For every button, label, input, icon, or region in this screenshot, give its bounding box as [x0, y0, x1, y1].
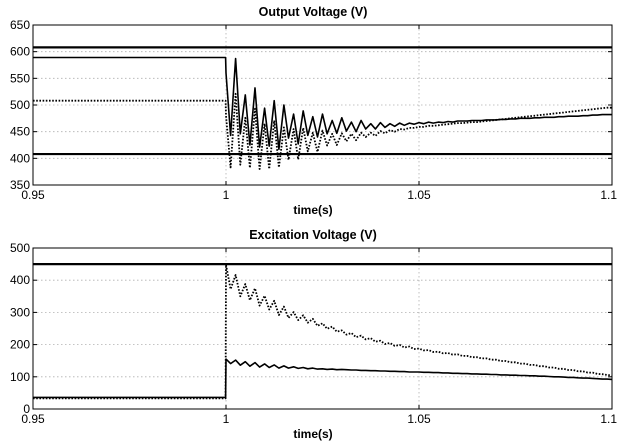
output-voltage-ytick-label-0: 350 [10, 178, 30, 192]
excitation-voltage-axes-frame [32, 247, 613, 410]
output-voltage-panel: Output Voltage (V) 0.95 1 1.05 1.1 350 400 450… [10, 5, 617, 217]
excitation-voltage-ytick-label-5: 500 [10, 241, 30, 255]
excitation-voltage-xtick-label-2: 1.05 [407, 412, 431, 426]
excitation-voltage-xtick-label-1: 1 [223, 412, 230, 426]
excitation-voltage-xtick-label-0: 0.95 [21, 412, 45, 426]
excitation-voltage-xlabel: time(s) [293, 427, 332, 441]
output-voltage-title: Output Voltage (V) [259, 5, 368, 19]
output-voltage-ytick-label-1: 400 [10, 151, 30, 165]
excitation-voltage-ytick-label-4: 400 [10, 273, 30, 287]
excitation-voltage-xtick-label-3: 1.1 [600, 412, 617, 426]
excitation-voltage-panel: Excitation Voltage (V) 0.95 1 1.05 1.1 0 100 2… [10, 228, 617, 441]
output-voltage-xtick-label-0: 0.95 [21, 188, 45, 202]
excitation-voltage-ytick-label-0: 0 [23, 402, 30, 416]
excitation-voltage-ytick-label-2: 200 [10, 338, 30, 352]
output-voltage-series-solid-line [33, 56, 612, 151]
output-voltage-xtick-label-3: 1.1 [600, 188, 617, 202]
output-voltage-xtick-label-2: 1.05 [407, 188, 431, 202]
output-voltage-series-dotted-line [33, 92, 612, 170]
output-voltage-ytick-label-3: 500 [10, 98, 30, 112]
excitation-voltage-series-dotted-line [33, 263, 613, 400]
excitation-voltage-series-solid-line [33, 358, 613, 399]
output-voltage-ytick-label-2: 450 [10, 125, 30, 139]
excitation-voltage-title: Excitation Voltage (V) [249, 228, 377, 242]
output-voltage-ytick-label-4: 550 [10, 71, 30, 85]
excitation-voltage-ytick-label-3: 300 [10, 305, 30, 319]
excitation-voltage-ytick-label-1: 100 [10, 370, 30, 384]
output-voltage-xtick-label-1: 1 [223, 188, 230, 202]
output-voltage-ytick-label-6: 650 [10, 18, 30, 32]
output-voltage-xlabel: time(s) [293, 203, 332, 217]
output-voltage-ytick-label-5: 600 [10, 45, 30, 59]
